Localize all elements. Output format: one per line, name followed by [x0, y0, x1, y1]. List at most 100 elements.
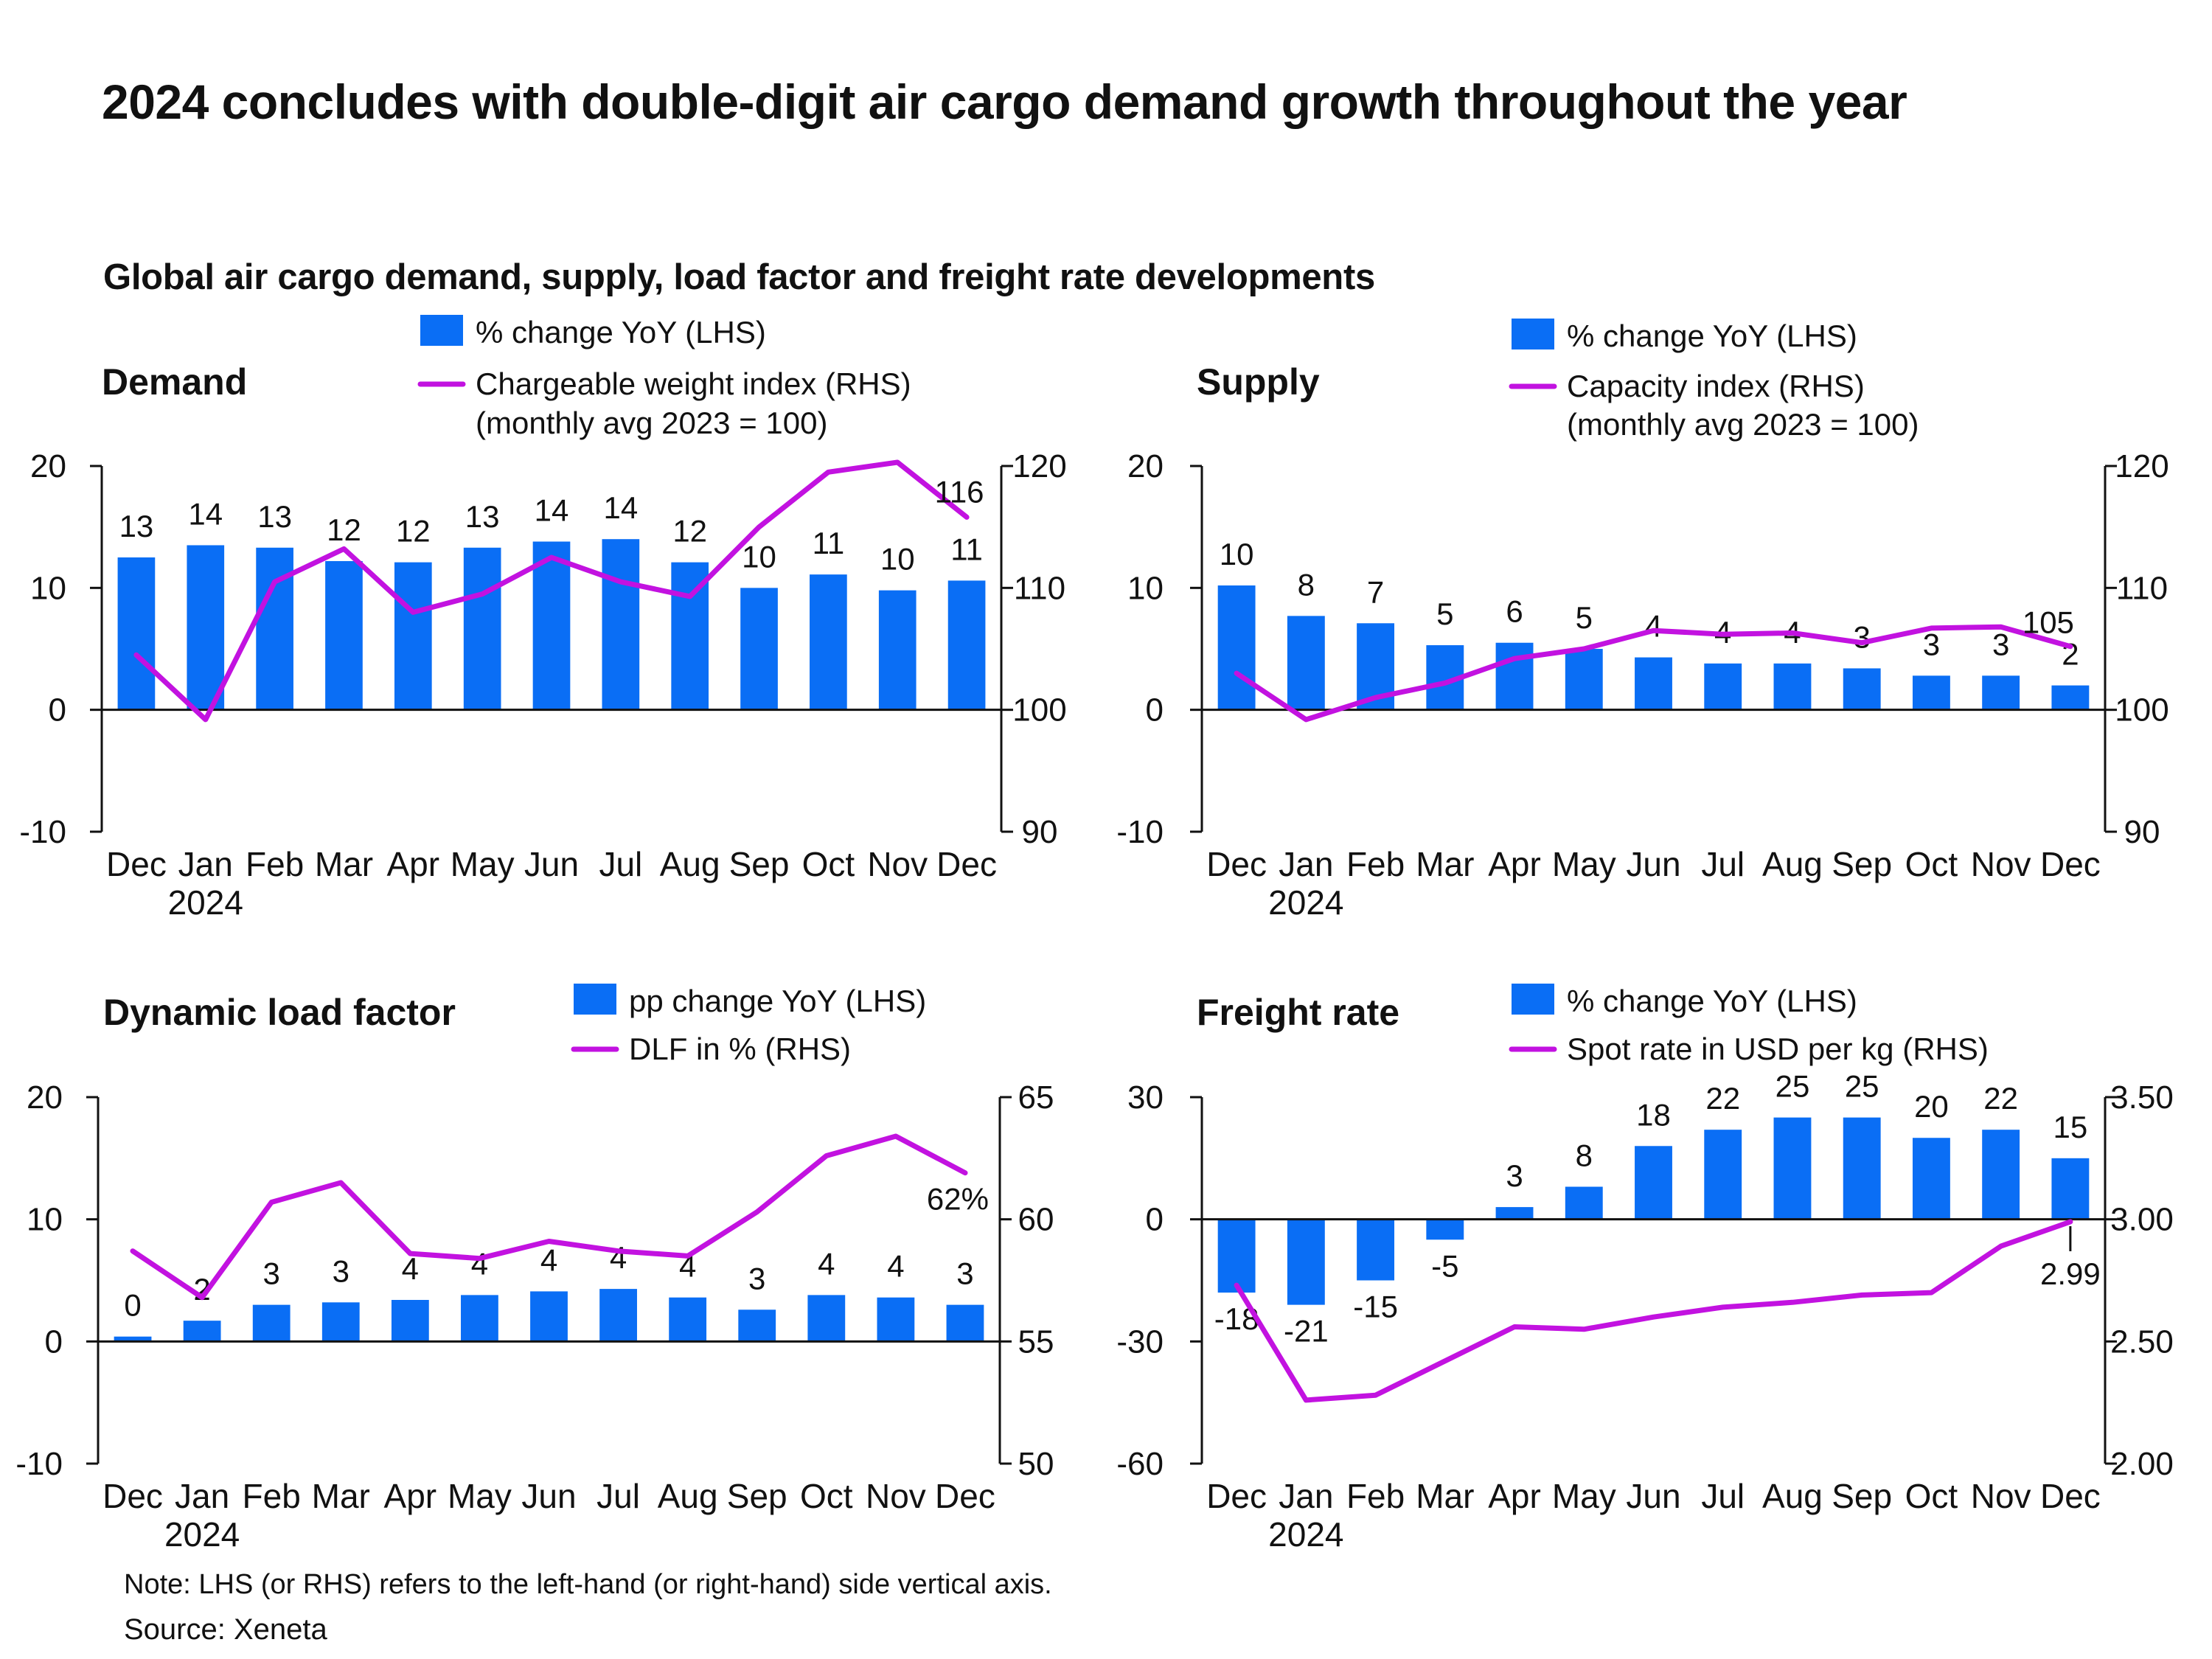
bar-value-label: 4: [540, 1242, 557, 1277]
category-label: Jun: [1626, 845, 1680, 883]
bar: [463, 547, 501, 710]
bar-value-label: 12: [672, 514, 707, 549]
tick-label-right: 90: [1022, 814, 1058, 850]
category-label: Aug: [658, 1477, 718, 1515]
category-label: Apr: [1488, 845, 1541, 883]
bar: [946, 1304, 984, 1342]
bar: [1773, 1117, 1812, 1220]
category-label: Feb: [1346, 1477, 1405, 1515]
legend-label-bar: % change YoY (LHS): [1567, 984, 1857, 1018]
category-label: Jul: [597, 1477, 640, 1515]
line-point: [1444, 1360, 1446, 1362]
bar-value-label: 4: [471, 1246, 488, 1281]
category-label: Jan: [178, 845, 233, 883]
bar: [738, 1310, 776, 1342]
bar-value-label: 15: [2053, 1110, 2088, 1144]
tick-label-left: 10: [30, 570, 66, 606]
legend-label-note: (monthly avg 2023 = 100): [476, 406, 827, 440]
year-label: 2024: [1268, 1515, 1343, 1554]
bar: [1495, 1207, 1534, 1220]
category-label: Jan: [1279, 845, 1333, 883]
line-point: [2000, 1245, 2002, 1247]
bar-value-label: 14: [603, 490, 638, 525]
bar-value-label: 7: [1367, 574, 1384, 609]
category-label: Jul: [1701, 1477, 1745, 1515]
category-label: Jun: [524, 845, 579, 883]
legend-bar-swatch: [1512, 319, 1554, 349]
footnote: Note: LHS (or RHS) refers to the left-ha…: [124, 1569, 1052, 1600]
category-label: May: [1552, 1477, 1616, 1515]
tick-label-right: 2.50: [2110, 1324, 2174, 1360]
line-point: [1861, 642, 1863, 644]
line-point: [689, 596, 691, 597]
category-label: May: [451, 845, 515, 883]
category-label: Nov: [1971, 1477, 2031, 1515]
bar-value-label: 4: [610, 1240, 627, 1275]
year-label: 2024: [1268, 883, 1343, 922]
bar-value-label: 18: [1636, 1097, 1671, 1132]
bar: [391, 1300, 429, 1342]
category-label: Oct: [1905, 845, 1958, 883]
tick-label-right: 2.00: [2110, 1446, 2174, 1482]
tick-label-left: -10: [1116, 814, 1164, 850]
bar-value-label: 2: [2062, 637, 2079, 672]
bar: [1565, 1186, 1603, 1220]
bar-value-label: 3: [263, 1256, 280, 1291]
tick-label-left: -30: [1116, 1324, 1164, 1360]
tick-label-right: 120: [1012, 448, 1066, 484]
bar-value-label: 3: [1854, 619, 1871, 654]
bar: [1635, 1146, 1672, 1220]
bar-value-label: 25: [1845, 1069, 1879, 1104]
bar: [1912, 1138, 1950, 1220]
tick-label-right: 3.50: [2110, 1079, 2174, 1116]
panel-title: Dynamic load factor: [103, 992, 456, 1033]
category-label: Dec: [2040, 1477, 2101, 1515]
line-point: [1514, 658, 1515, 659]
bar: [1912, 675, 1950, 710]
bar-value-label: 0: [124, 1288, 141, 1323]
bar-value-label: 14: [188, 496, 223, 531]
tick-label-left: 20: [27, 1079, 63, 1116]
bar: [183, 1321, 221, 1342]
category-label: Oct: [1905, 1477, 1958, 1515]
line-point: [1653, 1316, 1654, 1318]
legend-label-line: Capacity index (RHS): [1567, 369, 1865, 403]
line-point: [205, 719, 206, 720]
category-label: Feb: [1346, 845, 1405, 883]
legend: % change YoY (LHS) Spot rate in USD per k…: [1509, 984, 1989, 1066]
bar-value-label: 13: [465, 499, 500, 534]
tick-label-right: 110: [1014, 570, 1065, 606]
category-label: Apr: [384, 1477, 437, 1515]
bar: [394, 562, 432, 710]
tick-label-right: 100: [1012, 692, 1066, 728]
bar-value-label: 20: [1914, 1089, 1949, 1124]
line-point: [409, 1253, 411, 1254]
category-label: Feb: [243, 1477, 301, 1515]
bar-value-label: 13: [119, 509, 154, 543]
line-end-label: 62%: [927, 1182, 989, 1217]
bar-value-label: -15: [1353, 1290, 1398, 1324]
chart-rate: Freight rate % change YoY (LHS) Spot rate …: [1116, 984, 2174, 1554]
tick-label-right: 50: [1018, 1446, 1054, 1482]
tick-label-left: -10: [19, 814, 66, 850]
legend-label-line: Chargeable weight index (RHS): [476, 366, 911, 401]
legend-label-note: (monthly avg 2023 = 100): [1567, 407, 1919, 442]
bar-value-label: 4: [402, 1251, 419, 1286]
line-point: [1305, 1399, 1307, 1401]
category-label: Mar: [1416, 1477, 1474, 1515]
category-label: Sep: [1832, 845, 1892, 883]
line-end-label: 105: [2023, 605, 2074, 640]
chart-subtitle: Global air cargo demand, supply, load fa…: [103, 257, 1375, 297]
bar: [1287, 616, 1325, 710]
bar-value-label: 10: [742, 539, 776, 574]
legend: % change YoY (LHS) Capacity index (RHS) (m…: [1509, 319, 1919, 442]
tick-label-left: 20: [30, 448, 66, 484]
bar: [530, 1291, 568, 1342]
bar: [325, 560, 363, 710]
category-label: Apr: [1488, 1477, 1541, 1515]
category-label: Apr: [387, 845, 440, 883]
category-label: Nov: [1971, 845, 2031, 883]
line-point: [827, 471, 829, 473]
bar-value-label: 11: [950, 532, 983, 566]
